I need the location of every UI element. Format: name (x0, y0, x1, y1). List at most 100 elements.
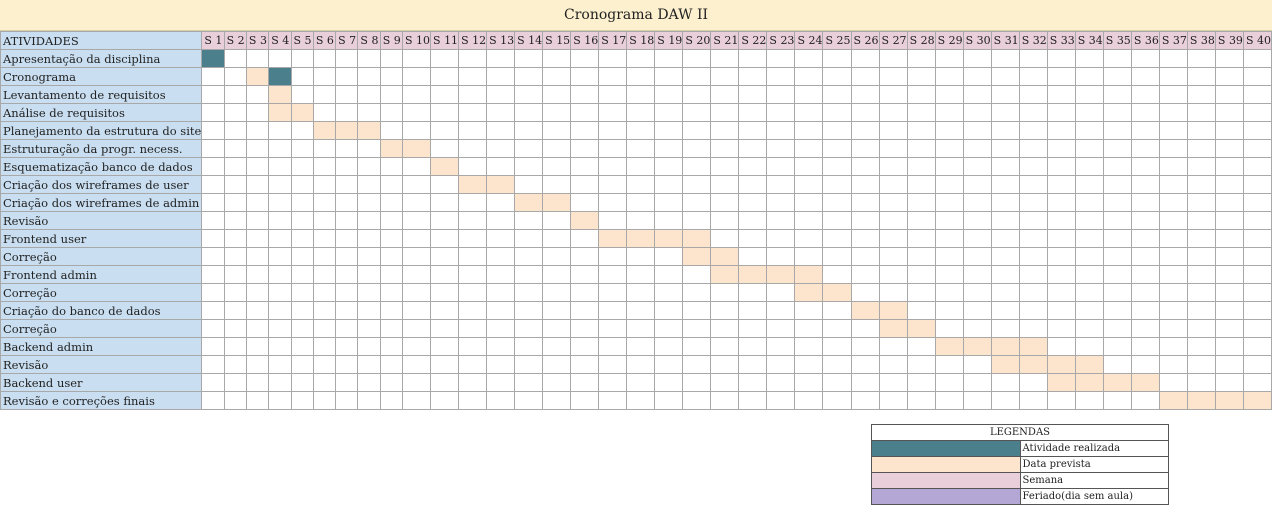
week-cell-planned (654, 229, 684, 248)
week-cell-planned (1158, 391, 1188, 410)
week-cell (794, 121, 824, 140)
week-cell (766, 85, 796, 104)
week-cell (1046, 193, 1076, 212)
activity-name: Criação dos wireframes de admin (0, 193, 203, 212)
week-cell (934, 247, 964, 266)
week-cell (1242, 337, 1272, 356)
week-cell (934, 157, 964, 176)
week-cell (486, 247, 516, 266)
week-cell (654, 319, 684, 338)
week-cell (626, 193, 656, 212)
week-cell (1158, 85, 1188, 104)
week-cell (430, 373, 460, 392)
week-cell (990, 121, 1020, 140)
week-cell (626, 391, 656, 410)
week-cell (822, 103, 852, 122)
week-cell (245, 283, 270, 302)
week-cell (1186, 103, 1216, 122)
week-cell (1102, 85, 1132, 104)
week-cell (379, 391, 404, 410)
week-cell (1130, 319, 1160, 338)
week-cell (223, 301, 247, 320)
week-cell-planned (682, 247, 712, 266)
week-cell (1074, 103, 1104, 122)
week-cell-planned (570, 211, 600, 230)
week-cell (245, 157, 270, 176)
week-cell (626, 355, 656, 374)
week-cell (357, 301, 381, 320)
week-cell (268, 301, 292, 320)
week-cell (312, 229, 337, 248)
week-cell (710, 139, 740, 158)
week-cell (682, 85, 712, 104)
week-cell (458, 103, 488, 122)
week-cell (1214, 337, 1244, 356)
week-cell (962, 85, 992, 104)
week-cell (738, 319, 768, 338)
week-cell (1102, 67, 1132, 86)
week-cell (794, 247, 824, 266)
week-cell (401, 373, 432, 392)
week-cell (1158, 355, 1188, 374)
week-cell (290, 319, 314, 338)
week-cell (1214, 193, 1244, 212)
week-cell (335, 175, 359, 194)
week-header: S 17 (598, 31, 628, 50)
week-cell-planned (710, 265, 740, 284)
week-cell (514, 355, 544, 374)
week-cell (626, 247, 656, 266)
week-cell (268, 211, 292, 230)
week-cell (1046, 247, 1076, 266)
week-cell (1074, 301, 1104, 320)
week-cell (430, 193, 460, 212)
week-cell (822, 373, 852, 392)
week-cell (710, 67, 740, 86)
week-cell (1130, 193, 1160, 212)
week-cell (962, 265, 992, 284)
activity-name: Backend admin (0, 337, 203, 356)
week-header: S 6 (312, 31, 337, 50)
week-cell (962, 355, 992, 374)
week-cell (1186, 247, 1216, 266)
week-cell (1046, 301, 1076, 320)
week-cell (850, 67, 880, 86)
week-cell (458, 139, 488, 158)
week-cell (906, 157, 936, 176)
week-cell (357, 265, 381, 284)
week-cell (357, 175, 381, 194)
week-cell (766, 355, 796, 374)
week-cell (401, 85, 432, 104)
activity-name: Levantamento de requisitos (0, 85, 203, 104)
week-cell (1018, 391, 1048, 410)
week-cell (357, 373, 381, 392)
week-cell-planned (290, 103, 314, 122)
week-cell (710, 301, 740, 320)
week-cell (357, 49, 381, 68)
week-header: S 15 (542, 31, 572, 50)
week-cell (626, 337, 656, 356)
week-cell (201, 85, 225, 104)
week-cell (738, 103, 768, 122)
week-cell-planned (794, 283, 824, 302)
week-cell (290, 283, 314, 302)
week-cell (1074, 193, 1104, 212)
week-cell-planned (738, 265, 768, 284)
week-cell (290, 301, 314, 320)
week-cell (223, 121, 247, 140)
week-cell (626, 139, 656, 158)
week-cell (794, 67, 824, 86)
week-cell (514, 229, 544, 248)
week-cell (268, 355, 292, 374)
week-cell (906, 391, 936, 410)
legend-item: Atividade realizada (871, 440, 1169, 457)
week-cell (1186, 337, 1216, 356)
week-cell (794, 373, 824, 392)
week-cell (822, 49, 852, 68)
week-cell (201, 67, 225, 86)
week-cell (850, 49, 880, 68)
legend-item: Feriado(dia sem aula) (871, 488, 1169, 505)
week-cell (654, 67, 684, 86)
activity-row: Frontend user (0, 229, 1272, 248)
week-cell (1074, 49, 1104, 68)
week-cell (766, 157, 796, 176)
